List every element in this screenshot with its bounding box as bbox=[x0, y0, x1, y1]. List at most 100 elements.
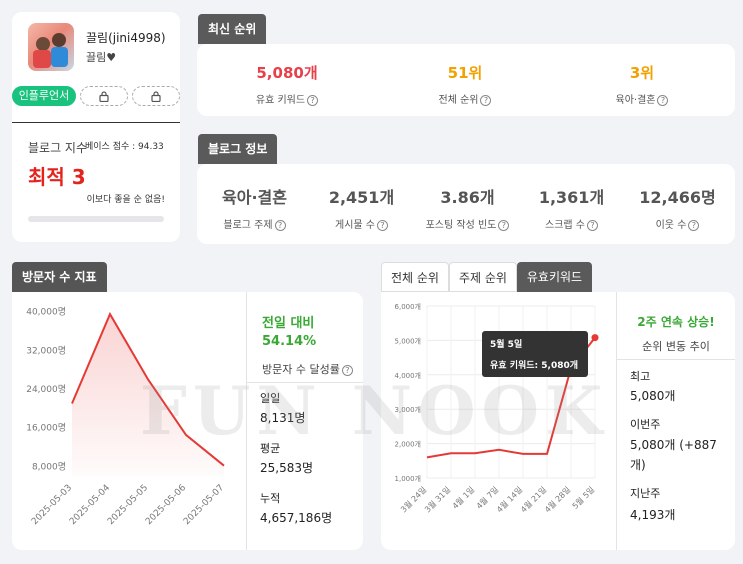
help-icon[interactable]: ? bbox=[480, 94, 492, 106]
help-icon[interactable]: ? bbox=[307, 94, 319, 106]
total-label: 누적 bbox=[260, 492, 281, 505]
lock-icon bbox=[151, 91, 161, 103]
total-value: 4,657,186명 bbox=[260, 511, 333, 525]
profile-name[interactable]: 끌림(jini4998) bbox=[86, 31, 166, 45]
visitor-tab: 방문자 수 지표 bbox=[12, 262, 107, 292]
profile-card: 끌림(jini4998) 끌림♥ 인플루언서 블로그 지수 베이스 점수 : 9… bbox=[12, 12, 180, 242]
tab-total-rank[interactable]: 전체 순위 bbox=[381, 262, 449, 292]
blog-index-label: 블로그 지수 bbox=[28, 141, 88, 155]
achievement-text: 방문자 수 달성률 bbox=[262, 363, 340, 376]
last-week-value: 4,193개 bbox=[630, 508, 676, 522]
average-value: 25,583명 bbox=[260, 461, 314, 475]
help-icon[interactable]: ? bbox=[657, 94, 669, 106]
y-tick-label: 3,000개 bbox=[395, 405, 421, 414]
stat-value: 3위 bbox=[629, 64, 655, 82]
x-tick-label: 4월 28일 bbox=[542, 484, 572, 514]
panel-divider bbox=[247, 382, 363, 383]
info-label: 이웃 수 bbox=[655, 220, 687, 231]
help-icon[interactable]: ? bbox=[688, 219, 700, 231]
base-score: 베이스 점수 : 94.33 bbox=[85, 142, 164, 152]
info-value: 1,361개 bbox=[538, 188, 605, 207]
y-tick-label: 32,000명 bbox=[26, 345, 66, 356]
y-tick-label: 6,000개 bbox=[395, 302, 421, 311]
info-value: 육아·결혼 bbox=[222, 188, 287, 207]
grade-note: 이보다 좋을 순 없음! bbox=[86, 195, 165, 205]
data-point bbox=[591, 334, 599, 342]
y-tick-label: 4,000개 bbox=[395, 371, 421, 380]
grade-progress-bar bbox=[28, 216, 164, 222]
visitor-card: 8,000명 16,000명 24,000명 32,000명 40,000명 2025-0… bbox=[12, 292, 363, 550]
lock-icon bbox=[99, 91, 109, 103]
achievement-label: 방문자 수 달성률? bbox=[262, 361, 353, 377]
visitor-line-chart: 8,000명 16,000명 24,000명 32,000명 40,000명 2025-0… bbox=[26, 307, 226, 527]
info-neighbors: 12,466명 이웃 수? bbox=[625, 184, 730, 231]
y-tick-label: 16,000명 bbox=[26, 423, 66, 434]
profile-subname: 끌림♥ bbox=[86, 51, 117, 64]
best-value: 5,080개 bbox=[630, 389, 676, 403]
tab-topic-rank[interactable]: 주제 순위 bbox=[449, 262, 517, 292]
help-icon[interactable]: ? bbox=[274, 219, 286, 231]
info-value: 12,466명 bbox=[639, 188, 716, 207]
latest-rank-tab: 최신 순위 bbox=[198, 14, 267, 44]
this-week-label: 이번주 bbox=[630, 418, 661, 431]
tooltip-date: 5월 5일 bbox=[490, 340, 523, 350]
info-scraps: 1,361개 스크랩 수? bbox=[519, 184, 624, 231]
series-area bbox=[72, 314, 224, 476]
stat-value: 5,080개 bbox=[256, 64, 318, 82]
trend-headline: 2주 연속 상승! bbox=[637, 315, 715, 329]
influencer-badge[interactable]: 인플루언서 bbox=[12, 86, 76, 106]
locked-badge-2[interactable] bbox=[132, 86, 180, 106]
stat-label: 전체 순위 bbox=[438, 95, 479, 106]
divider bbox=[12, 122, 180, 123]
trend-subtitle: 순위 변동 추이 bbox=[642, 340, 710, 353]
x-tick-label: 5월 5일 bbox=[570, 484, 596, 510]
y-tick-label: 40,000명 bbox=[26, 307, 66, 318]
stat-topic-rank: 3위 육아·결혼? bbox=[582, 62, 702, 106]
y-tick-label: 8,000명 bbox=[32, 461, 66, 472]
info-label: 게시물 수 bbox=[335, 220, 375, 231]
y-tick-label: 1,000개 bbox=[395, 474, 421, 483]
daily-label: 일일 bbox=[260, 392, 281, 405]
info-value: 2,451개 bbox=[328, 188, 395, 207]
chart-tooltip: 5월 5일 유효 키워드: 5,080개 bbox=[482, 331, 588, 377]
stat-value: 51위 bbox=[447, 64, 483, 82]
avatar bbox=[28, 23, 74, 71]
blog-info-tab: 블로그 정보 bbox=[198, 134, 278, 164]
best-label: 최고 bbox=[630, 370, 651, 383]
compare-label: 전일 대비 bbox=[262, 316, 315, 331]
help-icon[interactable]: ? bbox=[341, 364, 353, 376]
help-icon[interactable]: ? bbox=[376, 219, 388, 231]
info-label: 블로그 주제 bbox=[223, 220, 273, 231]
compare-value: 54.14% bbox=[262, 334, 317, 349]
daily-value: 8,131명 bbox=[260, 411, 306, 425]
average-label: 평균 bbox=[260, 442, 281, 455]
locked-badge-1[interactable] bbox=[80, 86, 128, 106]
stat-label: 육아·결혼 bbox=[615, 95, 656, 106]
info-value: 3.86개 bbox=[440, 188, 495, 207]
panel-divider bbox=[617, 359, 735, 360]
x-tick-label: 3월 31일 bbox=[422, 484, 452, 514]
stat-valid-keywords: 5,080개 유효 키워드? bbox=[227, 62, 347, 106]
panel-divider bbox=[616, 292, 617, 550]
info-posts: 2,451개 게시물 수? bbox=[309, 184, 414, 231]
stat-total-rank: 51위 전체 순위? bbox=[405, 62, 525, 106]
info-label: 스크랩 수 bbox=[545, 220, 585, 231]
series-line bbox=[426, 337, 596, 459]
x-tick-label: 2025-05-07 bbox=[182, 483, 226, 527]
tooltip-value: 유효 키워드: 5,080개 bbox=[490, 361, 579, 371]
info-label: 포스팅 작성 빈도 bbox=[425, 220, 497, 231]
stat-label: 유효 키워드 bbox=[255, 95, 306, 106]
info-topic: 육아·결혼 블로그 주제? bbox=[202, 184, 307, 231]
panel-divider bbox=[246, 292, 247, 550]
blog-info-card: 육아·결혼 블로그 주제? 2,451개 게시물 수? 3.86개 포스팅 작성… bbox=[197, 164, 735, 244]
keyword-card: 1,000개 2,000개 3,000개 4,000개 5,000개 6,000개 3월 2… bbox=[381, 292, 735, 550]
y-tick-label: 2,000개 bbox=[395, 440, 421, 449]
x-tick-label: 4월 1일 bbox=[450, 484, 476, 510]
help-icon[interactable]: ? bbox=[586, 219, 598, 231]
blog-grade: 최적 3 bbox=[28, 165, 86, 189]
last-week-label: 지난주 bbox=[630, 487, 661, 500]
y-tick-label: 24,000명 bbox=[26, 384, 66, 395]
tab-valid-keywords[interactable]: 유효키워드 bbox=[517, 262, 592, 292]
help-icon[interactable]: ? bbox=[498, 219, 510, 231]
